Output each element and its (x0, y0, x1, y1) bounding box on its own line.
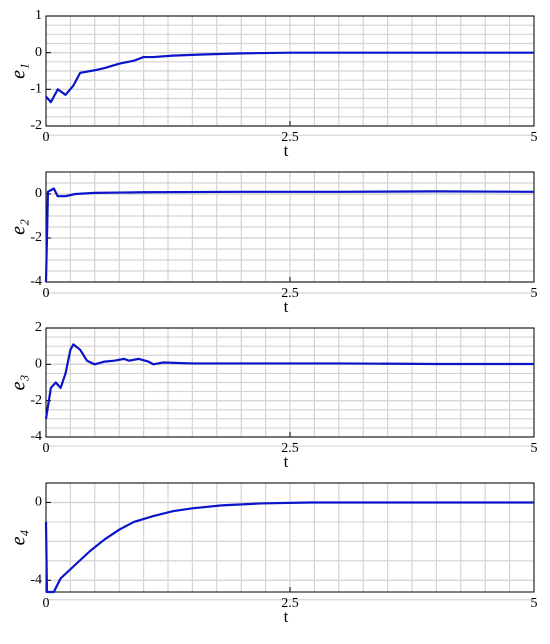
x-tick-label: 0 (43, 286, 50, 301)
y-axis-label: e₂ (8, 219, 30, 235)
y-tick-label: -2 (30, 393, 42, 408)
y-tick-label: -1 (30, 82, 42, 97)
y-tick-label: 0 (35, 45, 42, 60)
y-tick-label: -4 (30, 274, 42, 289)
x-tick-label: 0 (43, 130, 50, 145)
x-axis-label: t (284, 297, 289, 316)
axes-box (45, 327, 535, 438)
y-tick-label: -2 (30, 118, 42, 133)
x-axis-label: t (284, 607, 289, 626)
axes-box (45, 15, 535, 127)
x-tick-label: 5 (531, 286, 538, 301)
y-tick-label: 0 (35, 495, 42, 510)
x-axis-label: t (284, 141, 289, 160)
y-tick-label: -4 (30, 573, 42, 588)
y-axis-label: e₁ (8, 63, 30, 79)
x-tick-label: 2.5 (281, 441, 299, 456)
y-tick-label: 0 (35, 357, 42, 372)
x-tick-label: 5 (531, 596, 538, 611)
x-tick-label: 2.5 (281, 596, 299, 611)
x-tick-label: 2.5 (281, 286, 299, 301)
x-axis-label: t (284, 452, 289, 471)
y-axis-label: e₄ (8, 530, 30, 546)
x-tick-label: 0 (43, 596, 50, 611)
data-line (45, 51, 534, 104)
y-axis-label: e₃ (8, 375, 30, 391)
x-tick-label: 2.5 (281, 130, 299, 145)
y-tick-label: 1 (35, 8, 42, 23)
y-tick-label: 0 (35, 186, 42, 201)
data-line (44, 343, 534, 420)
data-line (44, 187, 535, 283)
y-tick-label: -2 (30, 230, 42, 245)
y-tick-label: 2 (35, 320, 42, 335)
axes-box (45, 171, 535, 283)
data-line (44, 501, 534, 594)
y-tick-label: -4 (30, 429, 42, 444)
x-tick-label: 0 (43, 441, 50, 456)
x-tick-label: 5 (531, 441, 538, 456)
x-tick-label: 5 (531, 130, 538, 145)
